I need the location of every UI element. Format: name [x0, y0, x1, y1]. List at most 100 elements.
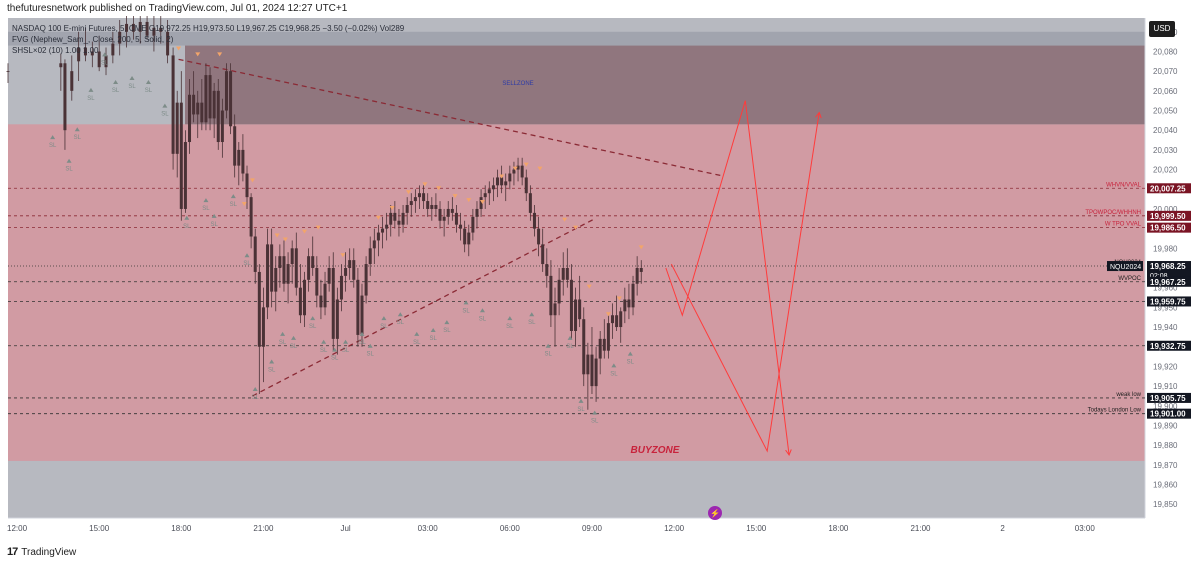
swing-low-marker — [479, 308, 485, 313]
swing-high-marker — [452, 194, 458, 199]
currency-button[interactable]: USD — [1149, 21, 1175, 37]
trendline — [252, 218, 596, 397]
candle-body — [179, 102, 183, 209]
swing-high-marker — [340, 253, 346, 258]
swing-low-marker — [113, 79, 119, 84]
swing-low-marker — [321, 339, 327, 344]
price-tick-label: 19,980 — [1153, 244, 1178, 253]
swing-low-label: SL — [331, 356, 339, 362]
price-tick-label: 19,850 — [1153, 500, 1178, 509]
swing-low-marker — [102, 52, 108, 57]
candle-body — [413, 197, 417, 202]
swing-high-marker — [479, 200, 485, 205]
swing-low-label: SL — [528, 320, 536, 326]
candle-body — [483, 193, 487, 198]
sellzone-label: SELLZONE — [502, 81, 533, 87]
time-tick-label: 2 — [1000, 524, 1005, 533]
candle-body — [582, 319, 586, 375]
candle-body — [426, 201, 430, 209]
trendline — [178, 58, 721, 177]
candle-body — [417, 193, 421, 198]
swing-low-marker — [545, 343, 551, 348]
swing-high-marker — [375, 215, 381, 220]
tradingview-logo: 17 TradingView — [7, 546, 76, 558]
price-tick-label: 19,890 — [1153, 421, 1178, 430]
candle-body — [372, 240, 376, 249]
price-badge-text: 20,007.25 — [1150, 184, 1186, 193]
candle-body — [574, 299, 578, 331]
candle-body — [450, 208, 454, 213]
candle-body — [298, 287, 302, 316]
candle-body — [286, 264, 290, 284]
swing-low-label: SL — [243, 261, 251, 267]
swing-low-marker — [529, 312, 535, 317]
candle-body — [368, 248, 372, 265]
candle-body — [479, 197, 483, 209]
projection-path — [665, 100, 790, 456]
price-badge-text: 19,986.50 — [1150, 224, 1186, 233]
candle-body — [97, 51, 101, 68]
candle-body — [401, 212, 405, 225]
price-tick-label: 20,080 — [1153, 47, 1178, 56]
swing-high-marker — [436, 186, 442, 191]
swing-low-marker — [507, 316, 513, 321]
candle-body — [152, 27, 156, 36]
price-tick-label: 20,050 — [1153, 107, 1178, 116]
candle-body — [397, 220, 401, 225]
sellzone-rect — [185, 45, 1145, 125]
candle-body — [639, 268, 643, 272]
price-tick-label: 19,960 — [1153, 284, 1178, 293]
footer-brand: TradingView — [21, 546, 77, 558]
symbol-legend-line[interactable]: NASDAQ 100 E-mini Futures, 5, CME O19,97… — [12, 24, 405, 33]
swing-low-marker — [244, 253, 250, 258]
candle-body — [145, 21, 149, 36]
swing-low-label: SL — [74, 135, 82, 141]
candle-body — [578, 299, 582, 320]
swing-low-label: SL — [230, 202, 238, 208]
candle-body — [586, 354, 590, 375]
swing-high-marker — [562, 217, 568, 222]
swing-low-label: SL — [101, 60, 109, 66]
shsl-indicator-line[interactable]: SHSL×02 (10) 1.00 1.00 — [12, 46, 99, 55]
candle-body — [565, 268, 569, 280]
swing-high-marker — [499, 174, 505, 179]
swing-low-marker — [129, 76, 135, 81]
candle-body — [138, 21, 142, 32]
candle-body — [557, 279, 561, 304]
candle-body — [290, 248, 294, 265]
candle-body — [307, 256, 311, 280]
swing-low-marker — [211, 213, 217, 218]
swing-high-marker — [466, 198, 472, 203]
swing-low-marker — [203, 198, 209, 203]
candle-body — [302, 279, 307, 316]
candle-body — [245, 173, 249, 198]
swing-low-label: SL — [87, 96, 95, 102]
price-tick-label: 19,950 — [1153, 303, 1178, 312]
swing-high-marker — [389, 205, 395, 210]
price-badge — [1147, 222, 1191, 233]
candle-body — [274, 268, 278, 292]
candle-body — [204, 75, 208, 123]
time-tick-label: 03:00 — [1075, 524, 1096, 533]
price-tick-label: 19,940 — [1153, 323, 1178, 332]
candle-body — [504, 181, 508, 186]
price-tick-label: 20,030 — [1153, 146, 1178, 155]
candle-body — [352, 260, 356, 280]
candle-body — [212, 90, 216, 119]
price-tick-label: 20,020 — [1153, 166, 1178, 175]
swing-low-label: SL — [202, 206, 210, 212]
swing-low-marker — [578, 398, 584, 403]
projection-arrowhead — [815, 111, 822, 119]
candle-body — [500, 177, 504, 186]
swing-low-marker — [430, 327, 436, 332]
candle-body — [376, 232, 380, 241]
candle-body — [319, 295, 323, 308]
candle-body — [532, 212, 536, 229]
buyzone-label: BUYZONE — [631, 445, 680, 456]
price-badge — [1147, 296, 1191, 307]
candle-body — [175, 102, 179, 154]
level-label: weak low — [1115, 392, 1141, 398]
fvg-indicator-line[interactable]: FVG (Nephew_Sam_, Close, 200, 5, Solid, … — [12, 35, 174, 44]
price-tick-label: 19,870 — [1153, 461, 1178, 470]
